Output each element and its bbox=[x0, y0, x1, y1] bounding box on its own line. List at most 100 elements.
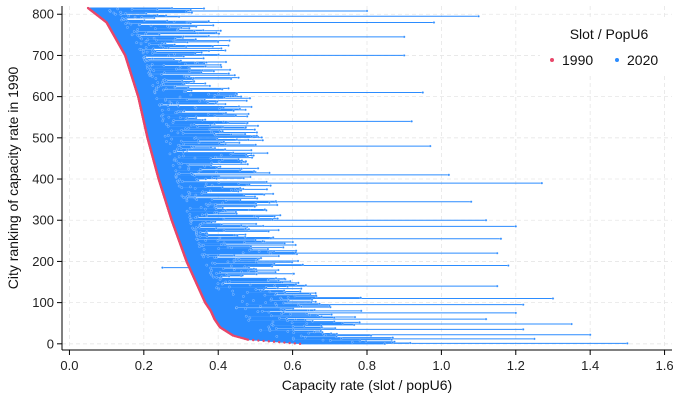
point-2020 bbox=[108, 9, 112, 12]
point-2020 bbox=[170, 102, 173, 105]
point-2020 bbox=[297, 281, 300, 285]
point-2020 bbox=[285, 317, 288, 320]
point-2020 bbox=[194, 229, 198, 233]
point-2020 bbox=[189, 22, 192, 25]
point-2020 bbox=[299, 287, 303, 290]
point-2020 bbox=[282, 289, 286, 292]
point-2020 bbox=[309, 300, 313, 304]
point-2020 bbox=[239, 198, 242, 202]
point-2020 bbox=[242, 176, 245, 180]
point-2020 bbox=[223, 148, 227, 151]
point-2020 bbox=[192, 228, 196, 231]
point-2020 bbox=[282, 311, 285, 314]
point-2020 bbox=[197, 170, 201, 173]
point-2020 bbox=[214, 101, 218, 105]
point-2020 bbox=[196, 62, 199, 65]
point-2020 bbox=[248, 283, 252, 287]
point-2020 bbox=[201, 190, 204, 194]
point-2020 bbox=[194, 38, 197, 41]
point-2020 bbox=[177, 104, 180, 108]
point-2020 bbox=[221, 158, 224, 161]
point-2020 bbox=[222, 106, 225, 110]
point-2020 bbox=[188, 70, 191, 73]
point-2020 bbox=[290, 260, 294, 264]
point-2020 bbox=[158, 33, 161, 36]
point-2020 bbox=[282, 277, 286, 280]
point-2020 bbox=[189, 185, 192, 189]
point-2020 bbox=[238, 169, 242, 172]
point-2020 bbox=[410, 120, 413, 123]
point-2020 bbox=[275, 335, 279, 338]
point-2020 bbox=[275, 292, 278, 295]
point-2020 bbox=[333, 320, 336, 323]
point-2020 bbox=[178, 165, 182, 169]
point-2020 bbox=[247, 269, 250, 273]
point-2020 bbox=[219, 63, 222, 67]
point-2020 bbox=[200, 71, 203, 74]
point-2020 bbox=[245, 303, 249, 306]
point-2020 bbox=[167, 54, 170, 58]
point-2020 bbox=[283, 308, 286, 311]
point-2020 bbox=[150, 63, 154, 66]
point-2020 bbox=[275, 304, 278, 307]
point-2020 bbox=[198, 99, 202, 103]
point-2020 bbox=[211, 45, 215, 48]
point-2020 bbox=[206, 255, 210, 258]
point-2020 bbox=[328, 304, 331, 308]
point-2020 bbox=[280, 312, 283, 315]
point-2020 bbox=[250, 156, 254, 159]
point-2020 bbox=[130, 33, 134, 37]
point-2020 bbox=[230, 133, 233, 136]
point-2020 bbox=[179, 147, 183, 150]
point-2020 bbox=[202, 255, 205, 259]
point-2020 bbox=[276, 286, 280, 290]
point-2020 bbox=[187, 66, 191, 70]
point-2020 bbox=[180, 162, 183, 166]
point-2020 bbox=[161, 80, 164, 84]
point-2020 bbox=[259, 256, 263, 260]
point-2020 bbox=[209, 146, 213, 149]
point-2020 bbox=[203, 98, 206, 102]
point-2020 bbox=[256, 310, 260, 313]
point-2020 bbox=[244, 153, 248, 156]
point-2020 bbox=[189, 8, 192, 12]
point-2020 bbox=[234, 188, 237, 191]
point-2020 bbox=[213, 256, 216, 259]
point-2020 bbox=[182, 35, 185, 38]
point-2020 bbox=[216, 282, 220, 285]
point-2020 bbox=[127, 14, 130, 18]
point-2020 bbox=[321, 338, 325, 342]
point-2020 bbox=[341, 321, 344, 325]
point-2020 bbox=[290, 321, 294, 325]
point-1990 bbox=[272, 340, 276, 343]
point-2020 bbox=[219, 153, 223, 157]
point-2020 bbox=[267, 310, 271, 314]
point-2020 bbox=[187, 127, 190, 130]
point-2020 bbox=[390, 338, 393, 341]
point-2020 bbox=[275, 203, 279, 207]
point-2020 bbox=[196, 125, 199, 128]
point-2020 bbox=[130, 8, 134, 11]
point-2020 bbox=[255, 131, 259, 134]
point-2020 bbox=[241, 187, 245, 191]
point-2020 bbox=[199, 206, 203, 209]
y-tick-label: 200 bbox=[32, 254, 54, 269]
point-2020 bbox=[271, 218, 274, 222]
point-2020 bbox=[185, 116, 189, 120]
point-2020 bbox=[149, 24, 153, 28]
point-2020 bbox=[227, 275, 231, 278]
point-2020 bbox=[428, 144, 432, 148]
point-2020 bbox=[177, 27, 180, 31]
point-2020 bbox=[295, 252, 299, 256]
point-2020 bbox=[176, 101, 179, 105]
point-2020 bbox=[268, 327, 271, 331]
point-2020 bbox=[172, 150, 176, 153]
point-2020 bbox=[228, 285, 231, 289]
point-2020 bbox=[257, 250, 261, 253]
point-2020 bbox=[250, 148, 253, 152]
point-2020 bbox=[270, 297, 273, 301]
point-2020 bbox=[187, 166, 191, 170]
point-2020 bbox=[146, 66, 149, 70]
point-2020 bbox=[152, 69, 155, 72]
point-2020 bbox=[184, 76, 188, 79]
